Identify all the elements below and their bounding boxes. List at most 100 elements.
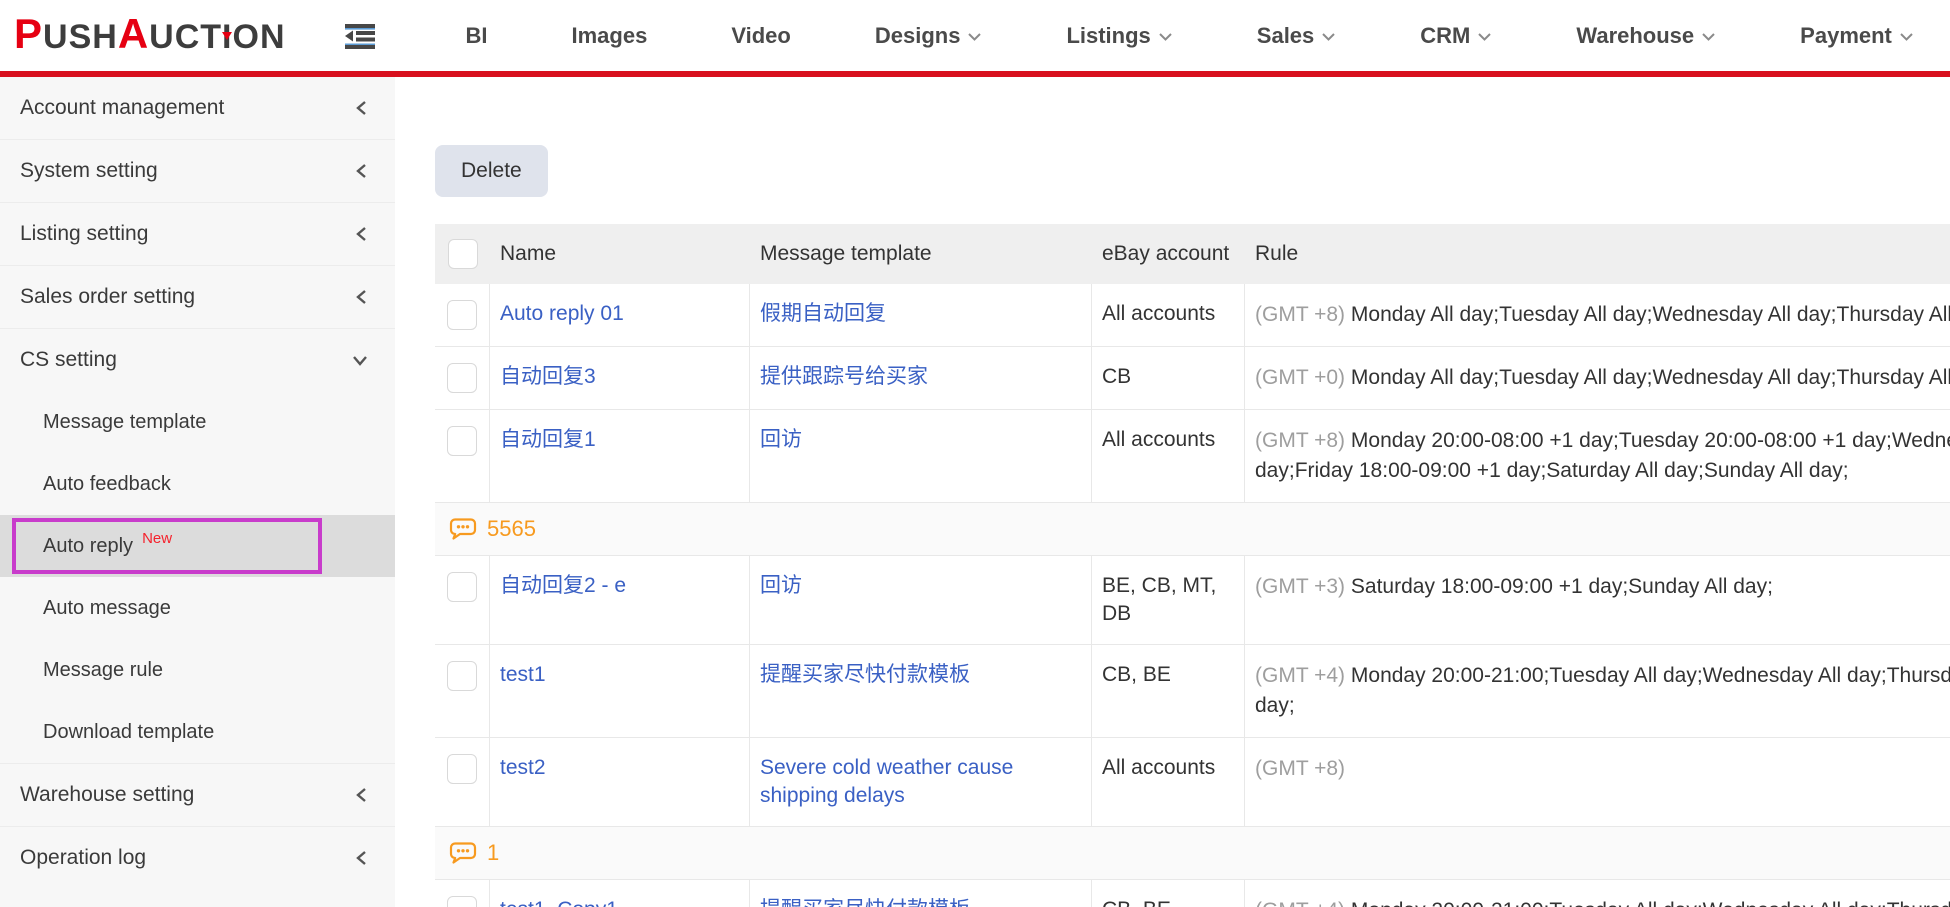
nav-item-label: CRM (1420, 22, 1471, 48)
timezone-label: (GMT +8) (1255, 757, 1346, 780)
sidebar-item-warehouse-setting[interactable]: Warehouse setting (0, 763, 395, 826)
sidebar-item-account-management[interactable]: Account management (0, 77, 395, 139)
rule-line: (GMT +4) Monday 20:00-21:00;Tuesday All … (1255, 896, 1950, 907)
sidebar-item-message-template[interactable]: Message template (0, 391, 395, 453)
select-all-checkbox[interactable] (447, 239, 478, 269)
page-body: Account management System setting Listing … (0, 77, 1950, 907)
table-row: 自动回复1 回访 All accounts (GMT +8) Monday 20:00… (435, 410, 1950, 503)
sidebar-item-label: Listing setting (20, 222, 149, 245)
timezone-label: (GMT +4) (1255, 899, 1345, 907)
sidebar-item-label: Warehouse setting (20, 783, 195, 806)
row-checkbox[interactable] (447, 572, 477, 602)
column-header-rule: Rule (1255, 242, 1299, 265)
rule-cell: (GMT +8) Monday 20:00-08:00 +1 day;Tuesd… (1245, 410, 1950, 502)
name-link[interactable]: test1 (500, 663, 546, 686)
group-count: 5565 (487, 516, 536, 541)
column-header-message-template: Message template (760, 242, 932, 265)
name-link[interactable]: 自动回复1 (500, 428, 596, 451)
message-bubble-icon (449, 841, 477, 866)
sidebar-item-auto-feedback[interactable]: Auto feedback (0, 453, 395, 515)
rule-cell: (GMT +3) Saturday 18:00-09:00 +1 day;Sun… (1245, 556, 1950, 644)
top-header: PUSHAUCTION BI Images Video Designs Listings… (0, 0, 1950, 77)
sidebar-item-system-setting[interactable]: System setting (0, 139, 395, 202)
sidebar-item-sales-order-setting[interactable]: Sales order setting (0, 265, 395, 328)
rule-line: (GMT +8) Monday 20:00-08:00 +1 day;Tuesd… (1255, 426, 1950, 456)
sidebar-item-auto-reply[interactable]: Auto reply New (0, 515, 395, 577)
group-row: 5565 (435, 503, 1950, 556)
main-nav: BI Images Video Designs Listings Sales CRM Ware… (466, 23, 1915, 49)
nav-item-sales[interactable]: Sales (1257, 23, 1337, 49)
template-link[interactable]: 提供跟踪号给买家 (760, 365, 928, 388)
ebay-account-value: CB, BE (1102, 898, 1171, 907)
rule-text: Monday All day;Tuesday All day;Wednesday… (1350, 366, 1950, 389)
nav-item-warehouse[interactable]: Warehouse (1576, 23, 1716, 49)
name-link[interactable]: Auto reply 01 (500, 302, 624, 325)
template-link[interactable]: 提醒买家尽快付款模板 (760, 663, 970, 686)
name-link[interactable]: 自动回复2 - e (500, 574, 627, 597)
rule-line: (GMT +8) Monday All day;Tuesday All day;… (1255, 300, 1950, 330)
rule-cell: (GMT +8) Monday All day;Tuesday All day;… (1245, 284, 1950, 346)
sidebar-item-download-template[interactable]: Download template (0, 701, 395, 763)
nav-item-label: Images (571, 22, 648, 48)
rule-line: (GMT +4) Monday 20:00-21:00;Tuesday All … (1255, 661, 1950, 691)
row-checkbox[interactable] (447, 661, 477, 691)
sidebar-item-label: CS setting (20, 348, 117, 371)
ebay-account-value: CB, BE (1102, 663, 1171, 686)
template-link[interactable]: 提醒买家尽快付款模板 (760, 898, 970, 907)
sidebar-item-cs-setting[interactable]: CS setting (0, 328, 395, 391)
table-row: test1 提醒买家尽快付款模板 CB, BE (GMT +4) Monday 20:… (435, 645, 1950, 738)
sidebar-item-label: Message rule (43, 658, 164, 681)
sidebar-item-label: Account management (20, 96, 225, 119)
sidebar-item-message-rule[interactable]: Message rule (0, 639, 395, 701)
template-link[interactable]: Severe cold weather cause shipping delay… (760, 756, 1014, 807)
name-link[interactable]: 自动回复3 (500, 365, 596, 388)
sidebar-item-label: Auto message (43, 596, 171, 619)
table-row: test1_Copy1 提醒买家尽快付款模板 CB, BE (GMT +4) Mond… (435, 880, 1950, 907)
new-badge: New (142, 529, 173, 547)
chevron-left-icon (354, 288, 369, 306)
sidebar-item-label: Sales order setting (20, 285, 196, 308)
nav-item-bi[interactable]: BI (466, 23, 488, 49)
name-link[interactable]: test1_Copy1 (500, 898, 618, 907)
chevron-left-icon (354, 99, 369, 117)
nav-item-payment[interactable]: Payment (1800, 23, 1914, 49)
sidebar-item-auto-message[interactable]: Auto message (0, 577, 395, 639)
sidebar-item-operation-log[interactable]: Operation log (0, 826, 395, 889)
table-body: Auto reply 01 假期自动回复 All accounts (GMT +8) … (435, 284, 1950, 907)
row-checkbox[interactable] (447, 363, 477, 393)
rule-text: Saturday 18:00-09:00 +1 day;Sunday All d… (1350, 575, 1773, 598)
nav-item-designs[interactable]: Designs (875, 23, 983, 49)
logo-letter-i-accent: I (222, 18, 233, 56)
rule-cell: (GMT +0) Monday All day;Tuesday All day;… (1245, 347, 1950, 409)
nav-item-video[interactable]: Video (731, 23, 791, 49)
row-checkbox[interactable] (447, 300, 477, 330)
row-checkbox[interactable] (447, 896, 477, 907)
ebay-account-value: All accounts (1102, 302, 1216, 325)
chevron-left-icon (354, 786, 369, 804)
delete-button[interactable]: Delete (435, 145, 548, 197)
nav-item-images[interactable]: Images (572, 23, 648, 49)
nav-item-label: Designs (874, 22, 961, 48)
rule-line: day;Friday 18:00-09:00 +1 day;Saturday A… (1255, 459, 1849, 482)
name-link[interactable]: test2 (500, 756, 546, 779)
sidebar-item-listing-setting[interactable]: Listing setting (0, 202, 395, 265)
nav-item-crm[interactable]: CRM (1420, 23, 1492, 49)
template-link[interactable]: 假期自动回复 (760, 302, 886, 325)
row-checkbox[interactable] (447, 754, 477, 784)
sidebar-item-label: Auto feedback (43, 472, 171, 495)
logo-letter: P (14, 10, 44, 57)
logo-letter: USH (43, 18, 118, 56)
timezone-label: (GMT +4) (1255, 664, 1346, 687)
rule-text: Monday All day;Tuesday All day;Wednesday… (1350, 303, 1950, 326)
rule-text: Monday 20:00-21:00;Tuesday All day;Wedne… (1350, 664, 1950, 687)
row-checkbox[interactable] (447, 426, 477, 456)
nav-item-label: Payment (1800, 22, 1892, 48)
menu-fold-icon[interactable] (342, 21, 378, 51)
template-link[interactable]: 回访 (760, 428, 802, 451)
chevron-down-icon (1899, 32, 1914, 42)
nav-item-listings[interactable]: Listings (1066, 23, 1172, 49)
nav-item-label: Sales (1256, 22, 1315, 48)
template-link[interactable]: 回访 (760, 574, 802, 597)
ebay-account-value: All accounts (1102, 756, 1216, 779)
